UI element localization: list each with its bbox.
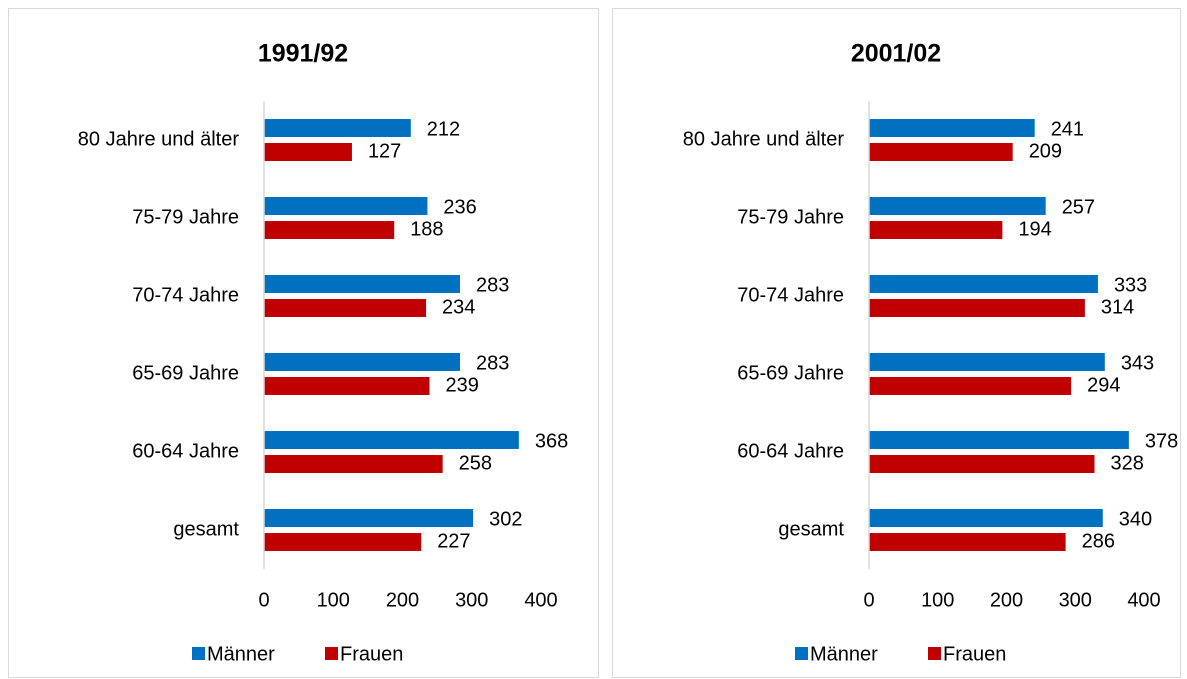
- data-label: 378: [1145, 430, 1178, 452]
- data-label: 234: [442, 296, 475, 318]
- y-tick-label: 80 Jahre und älter: [78, 128, 240, 150]
- panel: [8, 8, 599, 678]
- bar: [869, 377, 1072, 395]
- panel: [612, 8, 1181, 678]
- legend-swatch: [325, 647, 338, 660]
- x-tick-label: 100: [921, 589, 954, 611]
- bar: [264, 533, 422, 551]
- bar: [264, 299, 427, 317]
- bar: [869, 353, 1105, 371]
- legend-swatch: [928, 647, 941, 660]
- bar: [869, 119, 1035, 137]
- x-tick-label: 0: [863, 589, 874, 611]
- bar: [264, 143, 352, 161]
- y-tick-label: 70-74 Jahre: [737, 284, 844, 306]
- data-label: 302: [489, 508, 522, 530]
- bar: [869, 455, 1095, 473]
- legend-label: Frauen: [340, 643, 403, 665]
- bar: [869, 197, 1046, 215]
- bar: [264, 353, 460, 371]
- x-tick-label: 300: [455, 589, 488, 611]
- bar: [264, 275, 460, 293]
- y-tick-label: 75-79 Jahre: [737, 206, 844, 228]
- bar: [869, 509, 1103, 527]
- data-label: 209: [1029, 140, 1062, 162]
- data-label: 368: [535, 430, 568, 452]
- data-label: 283: [476, 352, 509, 374]
- y-tick-label: gesamt: [778, 518, 844, 540]
- data-label: 286: [1082, 530, 1115, 552]
- y-tick-label: 75-79 Jahre: [132, 206, 239, 228]
- data-label: 212: [427, 118, 460, 140]
- x-tick-label: 300: [1059, 589, 1092, 611]
- data-label: 343: [1121, 352, 1154, 374]
- x-tick-label: 200: [990, 589, 1023, 611]
- y-tick-label: 65-69 Jahre: [132, 362, 239, 384]
- bar: [264, 197, 428, 215]
- legend-label: Männer: [810, 643, 878, 665]
- x-tick-label: 0: [258, 589, 269, 611]
- y-tick-label: 60-64 Jahre: [132, 440, 239, 462]
- x-tick-label: 400: [524, 589, 557, 611]
- data-label: 127: [368, 140, 401, 162]
- bar: [264, 431, 519, 449]
- bar: [264, 455, 443, 473]
- bar: [869, 431, 1129, 449]
- bar: [869, 299, 1085, 317]
- x-tick-label: 100: [317, 589, 350, 611]
- legend-label: Männer: [207, 643, 275, 665]
- data-label: 340: [1119, 508, 1152, 530]
- x-tick-label: 400: [1127, 589, 1160, 611]
- bar: [869, 275, 1098, 293]
- y-tick-label: 60-64 Jahre: [737, 440, 844, 462]
- bar: [264, 221, 395, 239]
- y-tick-label: 80 Jahre und älter: [683, 128, 845, 150]
- legend-swatch: [192, 647, 205, 660]
- data-label: 257: [1062, 196, 1095, 218]
- bar: [869, 533, 1066, 551]
- y-tick-label: gesamt: [173, 518, 239, 540]
- chart-title: 2001/02: [851, 40, 941, 68]
- data-label: 188: [410, 218, 443, 240]
- data-label: 294: [1087, 374, 1120, 396]
- chart-title: 1991/92: [258, 40, 348, 68]
- bar: [264, 377, 430, 395]
- data-label: 283: [476, 274, 509, 296]
- x-tick-label: 200: [386, 589, 419, 611]
- data-label: 194: [1018, 218, 1051, 240]
- data-label: 258: [459, 452, 492, 474]
- data-label: 239: [446, 374, 479, 396]
- y-tick-label: 70-74 Jahre: [132, 284, 239, 306]
- data-label: 314: [1101, 296, 1134, 318]
- data-label: 236: [443, 196, 476, 218]
- bar: [869, 143, 1013, 161]
- bar: [869, 221, 1003, 239]
- data-label: 333: [1114, 274, 1147, 296]
- data-label: 241: [1051, 118, 1084, 140]
- data-label: 227: [437, 530, 470, 552]
- y-tick-label: 65-69 Jahre: [737, 362, 844, 384]
- bar: [264, 119, 411, 137]
- bar: [264, 509, 474, 527]
- legend-swatch: [795, 647, 808, 660]
- legend-label: Frauen: [943, 643, 1006, 665]
- data-label: 328: [1111, 452, 1144, 474]
